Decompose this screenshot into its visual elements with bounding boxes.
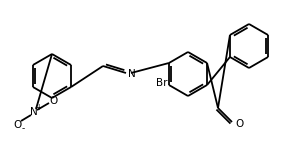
Text: N: N <box>128 69 136 79</box>
Text: +: + <box>35 102 41 112</box>
Text: O: O <box>49 96 57 106</box>
Text: -: - <box>21 124 25 133</box>
Text: N: N <box>30 107 38 117</box>
Text: O: O <box>13 120 21 130</box>
Text: O: O <box>235 119 243 129</box>
Text: Br: Br <box>157 78 168 88</box>
